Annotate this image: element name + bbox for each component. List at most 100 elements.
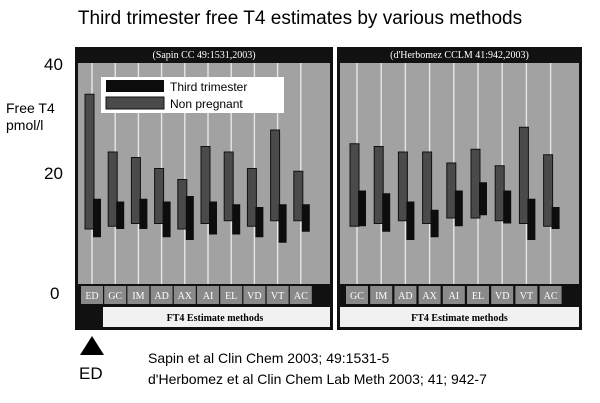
category-cell: [491, 286, 514, 304]
bar-third-trimester: [232, 204, 241, 235]
bar-third-trimester: [278, 204, 287, 243]
x-axis-label: FT4 Estimate methods: [167, 313, 264, 324]
bar-non-pregnant: [154, 168, 165, 224]
bar-non-pregnant: [349, 143, 360, 227]
category-cell: [220, 286, 243, 304]
category-cell: [81, 286, 103, 304]
category-label: VD: [495, 291, 509, 302]
bar-non-pregnant: [246, 168, 257, 227]
y-tick-label: 20: [44, 164, 63, 183]
category-cell: [197, 286, 219, 304]
category-label: IM: [375, 291, 387, 302]
category-cell: [104, 286, 127, 304]
footer-band: [340, 307, 579, 327]
legend-swatch-third-trimester: [106, 80, 164, 92]
bar-non-pregnant: [177, 179, 188, 230]
category-cell: [394, 286, 417, 304]
bar-third-trimester: [454, 190, 463, 227]
category-cell: [289, 286, 312, 304]
chart-title: Third trimester free T4 estimates by var…: [77, 8, 523, 29]
bar-third-trimester: [116, 201, 125, 229]
bar-third-trimester: [551, 207, 560, 229]
panel-title: (Sapin CC 49:1531,2003): [152, 50, 255, 61]
bar-non-pregnant: [446, 162, 457, 219]
category-cell: [442, 286, 465, 304]
bar-third-trimester: [479, 182, 487, 216]
bar-third-trimester: [527, 198, 536, 240]
bar-non-pregnant: [200, 146, 211, 224]
category-cell: [150, 286, 173, 304]
category-label: IM: [132, 291, 144, 302]
bar-non-pregnant: [373, 146, 384, 224]
category-label: AI: [449, 291, 460, 302]
y-axis-label: Free T4 pmol/l: [6, 100, 55, 134]
x-axis-label: FT4 Estimate methods: [411, 313, 508, 324]
bar-third-trimester: [503, 190, 512, 224]
bar-non-pregnant: [130, 157, 141, 224]
bar-third-trimester: [185, 196, 194, 240]
category-label: EL: [225, 291, 237, 302]
category-label: AD: [154, 291, 168, 302]
reference-2: d'Herbomez et al Clin Chem Lab Meth 2003…: [148, 371, 487, 387]
bar-non-pregnant: [518, 126, 529, 224]
bar-third-trimester: [139, 198, 148, 229]
category-cell: [418, 286, 441, 304]
category-label: EL: [472, 291, 484, 302]
category-cell: [243, 286, 266, 304]
panel-sapin: (Sapin CC 49:1531,2003) FT4 Estimate meth…: [75, 47, 333, 330]
bar-non-pregnant: [107, 151, 118, 227]
bar-third-trimester: [301, 204, 310, 232]
bar-third-trimester: [93, 198, 101, 238]
panel-title: (d'Herbomez CCLM 41:942,2003): [390, 50, 529, 61]
bar-third-trimester: [406, 201, 415, 240]
category-label: AD: [398, 291, 412, 302]
category-label: ED: [85, 291, 98, 302]
legend-label-non-pregnant: Non pregnant: [170, 97, 243, 111]
bar-third-trimester: [382, 193, 391, 232]
category-cell: [370, 286, 393, 304]
category-label: VT: [271, 291, 284, 302]
category-cell: [127, 286, 150, 304]
category-cell: [346, 286, 368, 304]
bar-non-pregnant: [422, 151, 433, 224]
category-label: GC: [108, 291, 122, 302]
category-cell: [515, 286, 538, 304]
bar-non-pregnant: [494, 165, 505, 222]
category-label: GC: [350, 291, 364, 302]
category-label: VT: [520, 291, 533, 302]
y-axis-label-line-2: pmol/l: [6, 117, 44, 133]
category-label: VD: [247, 291, 261, 302]
category-label: AC: [544, 291, 558, 302]
panel-dherbomez: (d'Herbomez CCLM 41:942,2003) FT4 Estimat…: [337, 47, 582, 330]
footer-band: [103, 307, 330, 327]
bar-third-trimester: [358, 190, 366, 227]
bar-third-trimester: [255, 207, 264, 238]
category-label: AC: [294, 291, 308, 302]
category-cell: [467, 286, 489, 304]
bar-third-trimester: [162, 201, 171, 238]
y-tick-label: 0: [50, 284, 60, 303]
bar-non-pregnant: [397, 151, 408, 222]
bar-non-pregnant: [270, 129, 281, 222]
reference-1: Sapin et al Clin Chem 2003; 49:1531-5: [148, 350, 390, 366]
bar-third-trimester: [209, 201, 217, 235]
bar-non-pregnant: [84, 93, 95, 230]
category-cell: [173, 286, 196, 304]
category-label: AX: [422, 291, 437, 302]
legend: Third trimester Non pregnant: [101, 77, 284, 113]
ed-marker-label: ED: [79, 364, 103, 383]
category-label: AX: [178, 291, 193, 302]
category-cell: [539, 286, 562, 304]
y-axis-label-line-1: Free T4: [6, 100, 55, 116]
legend-swatch-non-pregnant: [105, 96, 165, 110]
bar-third-trimester: [430, 209, 439, 238]
bar-non-pregnant: [223, 151, 234, 222]
bar-non-pregnant: [470, 148, 481, 219]
category-cell: [266, 286, 289, 304]
category-label: AI: [203, 291, 214, 302]
legend-label-third-trimester: Third trimester: [170, 80, 247, 94]
y-tick-label: 40: [44, 55, 63, 74]
bar-non-pregnant: [543, 154, 554, 227]
bar-non-pregnant: [293, 170, 304, 222]
